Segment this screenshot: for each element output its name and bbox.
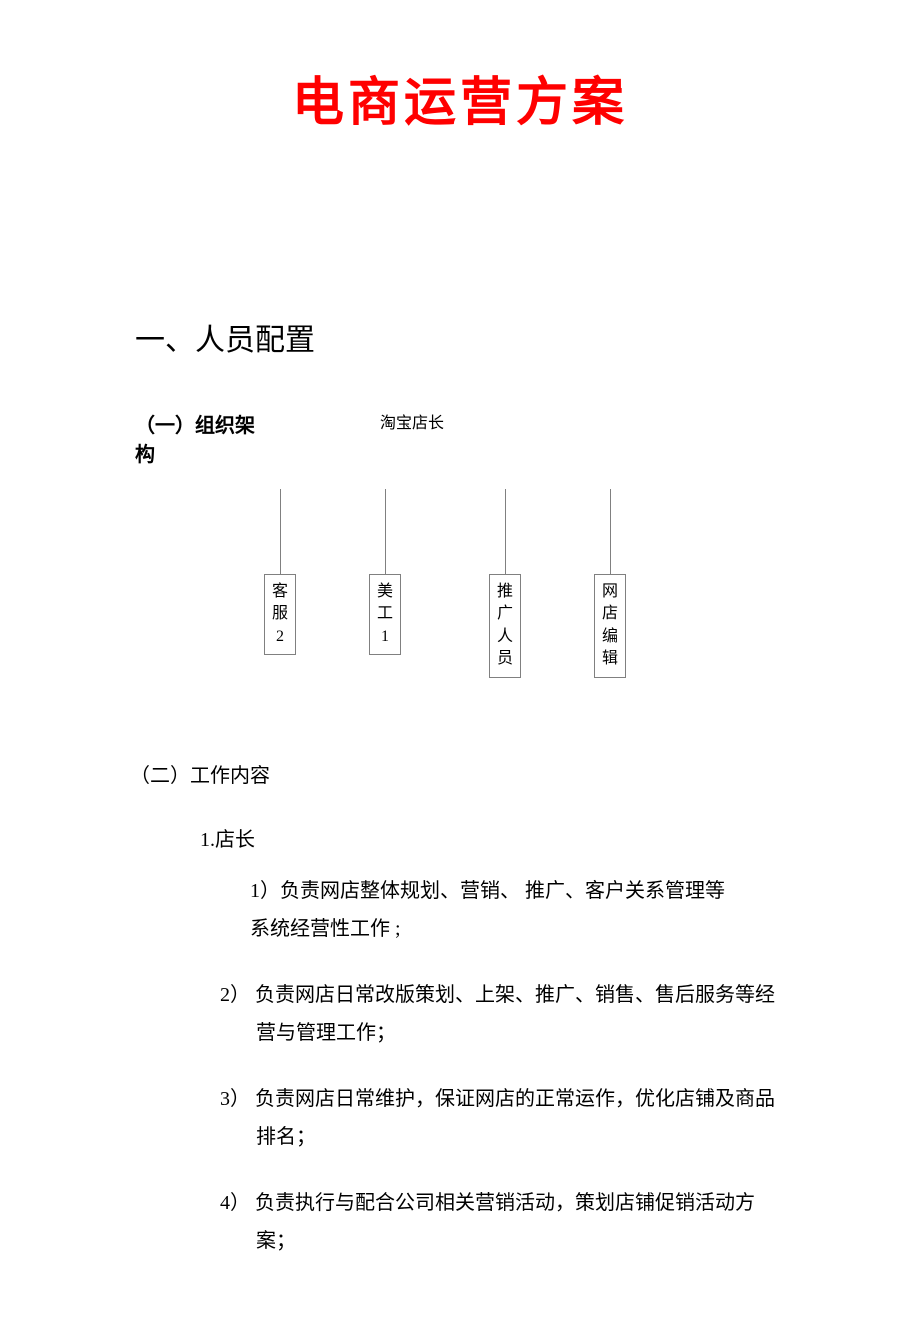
org-branch-line [280,489,281,574]
org-branch: 客服2 [260,489,300,655]
org-branch: 推广人员 [485,489,525,678]
org-branch-box: 美工1 [369,574,401,655]
org-top-node: 淘宝店长 [380,409,444,433]
org-branch: 网店编辑 [590,489,630,678]
org-branch-box: 网店编辑 [594,574,626,678]
org-structure-header-row: （一）组织架构 淘宝店长 [135,409,920,459]
org-branch-line [505,489,506,574]
duty-item: 1）负责网店整体规划、营销、 推广、客户关系管理等系统经营性工作 ; [250,872,740,948]
sub-heading-work-content: （二）工作内容 [130,759,920,788]
duty-item: 2） 负责网店日常改版策划、上架、推广、销售、售后服务等经营与管理工作； [220,976,790,1052]
sub-heading-org-structure: （一）组织架构 [135,409,255,467]
duty-item: 4） 负责执行与配合公司相关营销活动，策划店铺促销活动方案； [220,1184,790,1260]
org-branch-line [610,489,611,574]
org-branch-box: 推广人员 [489,574,521,678]
org-branch: 美工1 [365,489,405,655]
section-1-heading: 一、人员配置 [135,315,920,359]
role-heading-manager: 1.店长 [200,823,920,852]
org-chart: 客服2 美工1 推广人员 网店编辑 [135,489,920,699]
org-branch-box: 客服2 [264,574,296,655]
document-title: 电商运营方案 [0,60,920,135]
org-branch-line [385,489,386,574]
duty-item: 3） 负责网店日常维护，保证网店的正常运作，优化店铺及商品排名； [220,1080,790,1156]
